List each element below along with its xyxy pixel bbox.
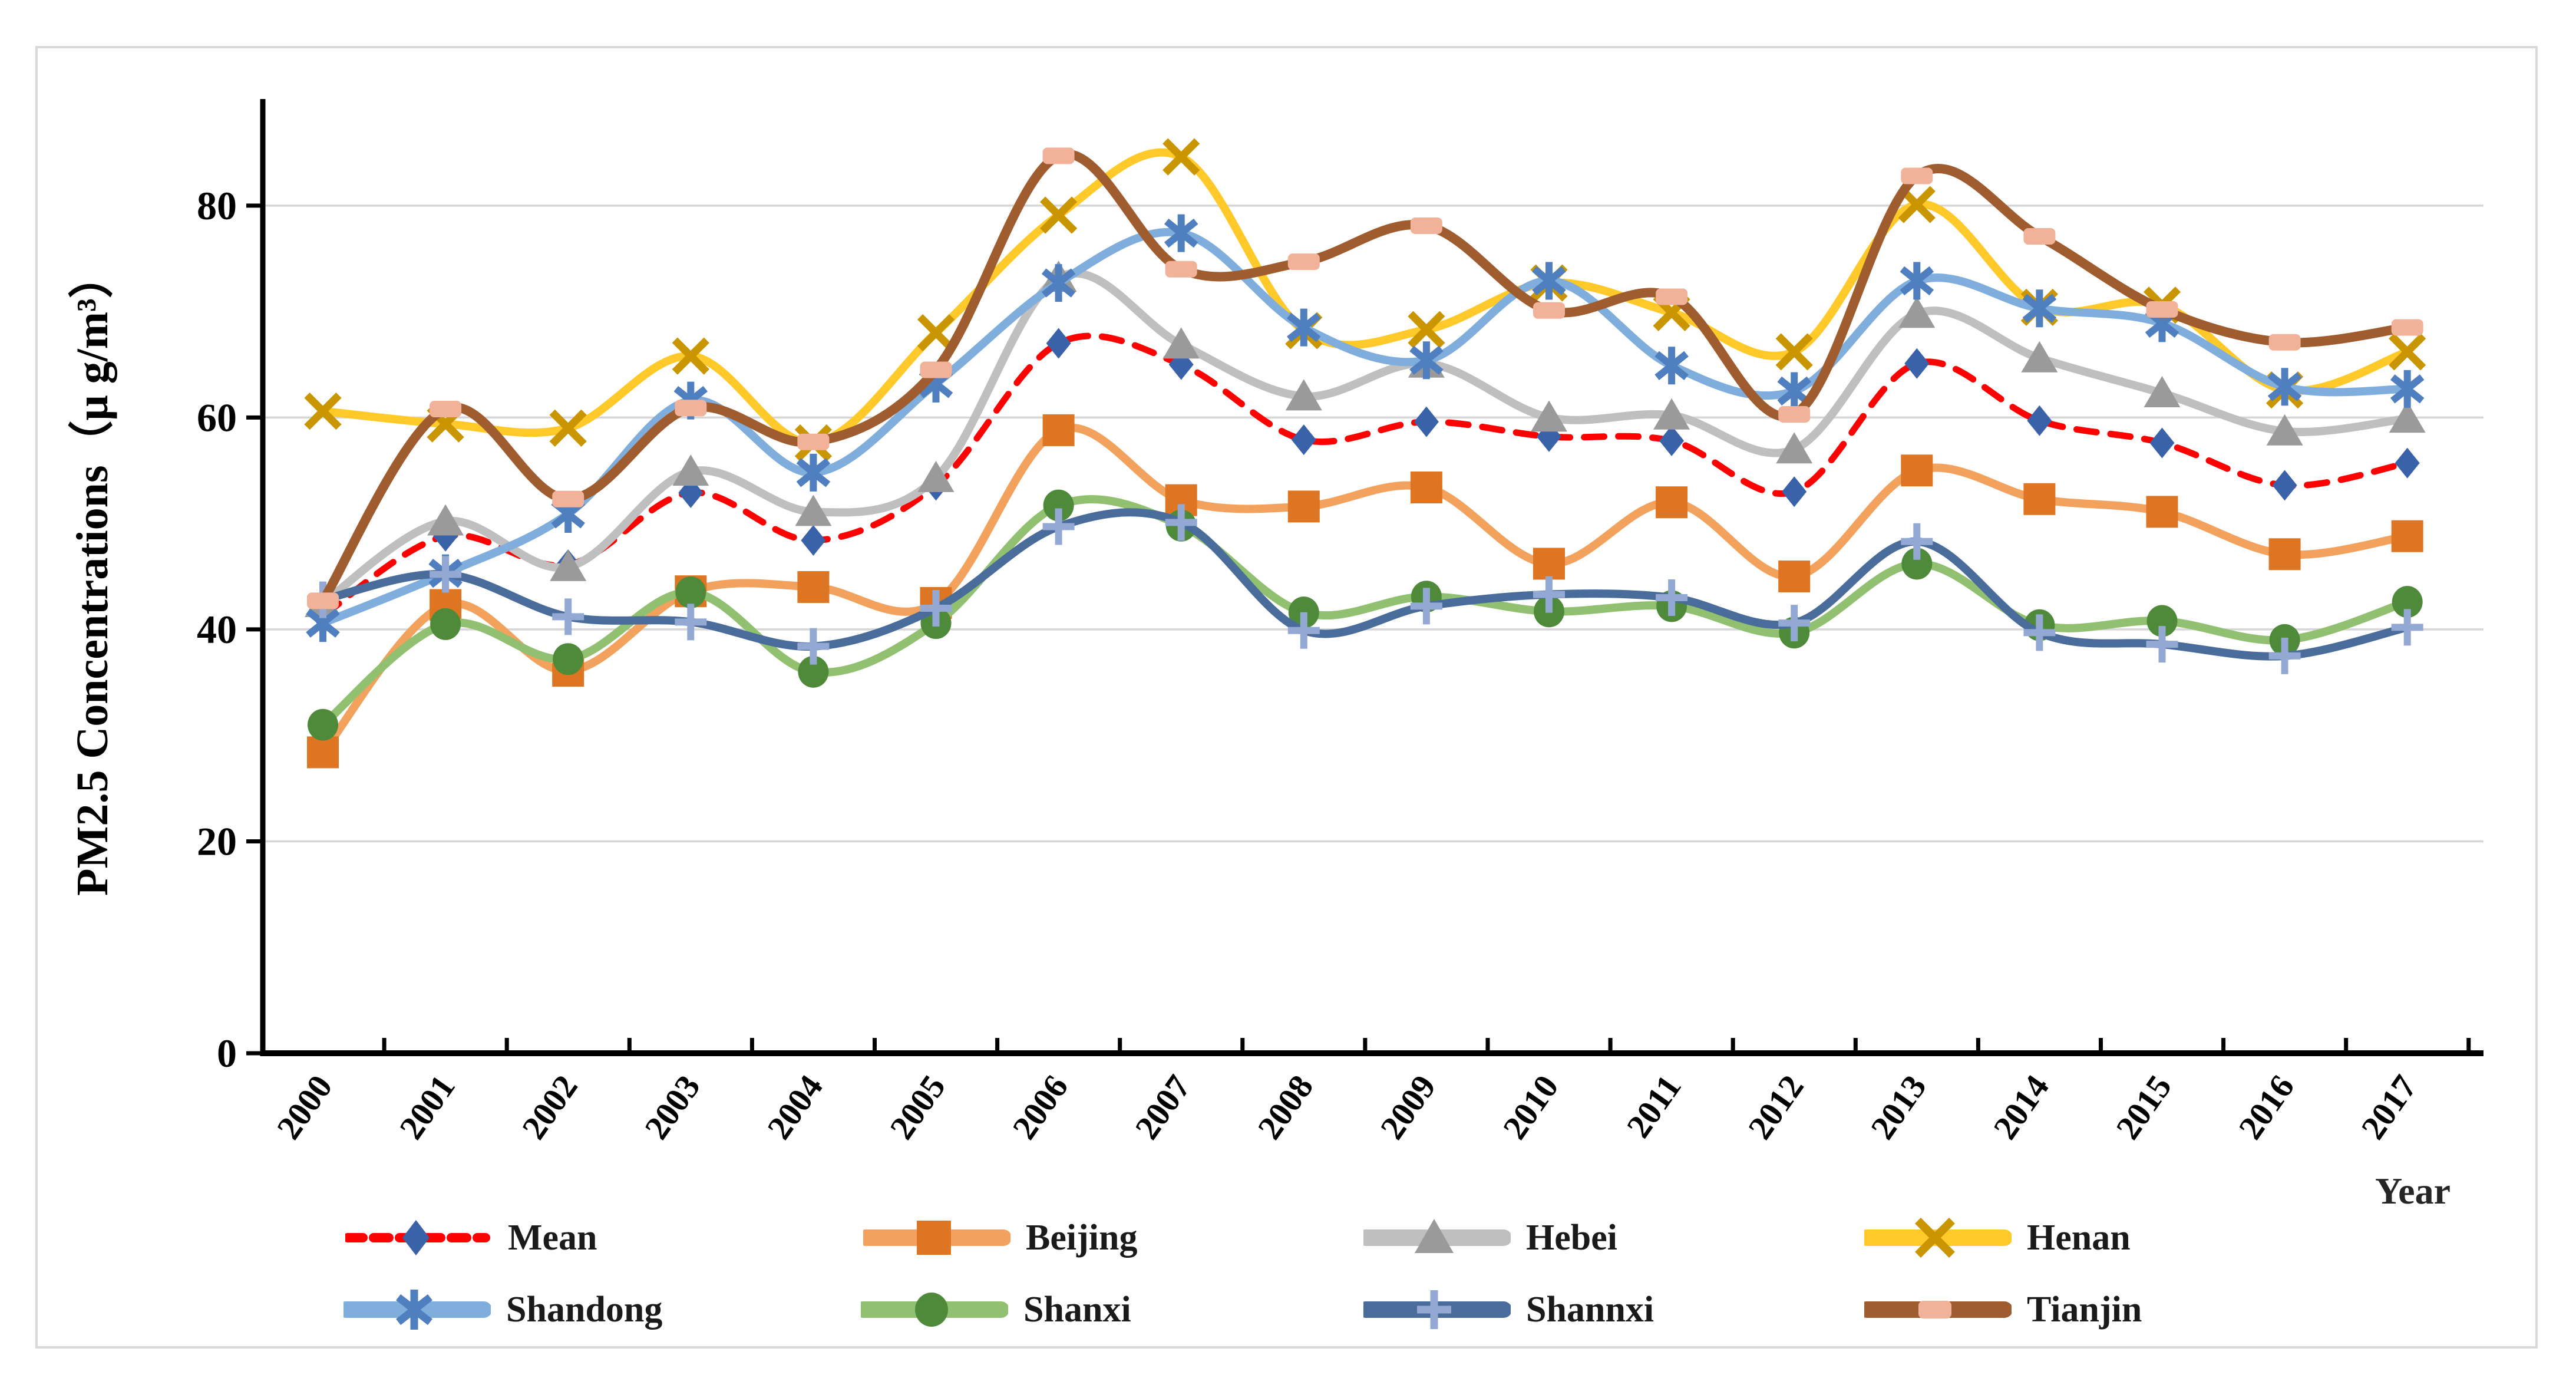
shannxi-swatch-icon [1363,1290,1511,1329]
legend-item-mean[interactable]: Mean [345,1213,597,1262]
shandong-swatch-icon [344,1290,491,1330]
hebei-swatch-icon [1363,1219,1511,1253]
svg-text:2003: 2003 [637,1068,708,1146]
svg-text:2009: 2009 [1373,1068,1444,1146]
mean-swatch-icon [345,1220,490,1255]
svg-text:2013: 2013 [1863,1068,1934,1146]
legend-item-henan[interactable]: Henan [1864,1213,2131,1262]
svg-text:2008: 2008 [1250,1068,1321,1146]
svg-text:2012: 2012 [1741,1068,1811,1146]
beijing-swatch-icon [863,1221,1010,1255]
legend-label: Hebei [1526,1218,1617,1258]
svg-text:2000: 2000 [269,1068,340,1146]
series-henan [304,138,2426,462]
series-tianjin [307,147,2423,609]
svg-text:2007: 2007 [1128,1068,1198,1146]
legend-item-shandong[interactable]: Shandong [344,1285,662,1334]
series-shannxi [307,504,2423,674]
shanxi-swatch-icon [861,1293,1008,1327]
svg-text:2001: 2001 [392,1068,463,1146]
svg-text:2016: 2016 [2231,1068,2301,1146]
svg-text:2005: 2005 [882,1068,953,1146]
svg-text:2011: 2011 [1619,1068,1689,1145]
svg-text:2002: 2002 [514,1068,585,1146]
svg-text:2010: 2010 [1495,1068,1566,1146]
legend-item-shanxi[interactable]: Shanxi [861,1285,1131,1334]
svg-text:80: 80 [197,183,237,228]
legend-item-tianjin[interactable]: Tianjin [1864,1285,2142,1334]
x-axis-title: Year [2375,1170,2450,1212]
y-axis-title: PM2.5 Concentrations（μ g/m³） [68,253,117,896]
legend-label: Shandong [506,1290,663,1330]
legend-label: Henan [2027,1218,2131,1258]
svg-text:60: 60 [197,395,237,440]
svg-text:2014: 2014 [1986,1068,2056,1146]
legend-label: Shannxi [1526,1290,1654,1330]
legend-item-hebei[interactable]: Hebei [1363,1213,1617,1262]
svg-text:2015: 2015 [2108,1068,2179,1146]
series-hebei [305,261,2426,617]
legend-label: Tianjin [2027,1290,2142,1330]
svg-text:20: 20 [197,819,237,863]
legend-item-shannxi[interactable]: Shannxi [1363,1285,1654,1334]
tianjin-swatch-icon [1864,1301,2012,1318]
svg-text:2017: 2017 [2354,1068,2425,1146]
svg-text:40: 40 [197,607,237,652]
svg-text:2004: 2004 [759,1068,830,1146]
legend-item-beijing[interactable]: Beijing [863,1213,1137,1262]
legend-label: Beijing [1026,1218,1138,1258]
svg-text:2006: 2006 [1005,1068,1075,1146]
legend-label: Mean [508,1218,597,1258]
legend-label: Shanxi [1023,1290,1131,1330]
svg-text:0: 0 [217,1031,237,1076]
henan-swatch-icon [1864,1218,2012,1258]
